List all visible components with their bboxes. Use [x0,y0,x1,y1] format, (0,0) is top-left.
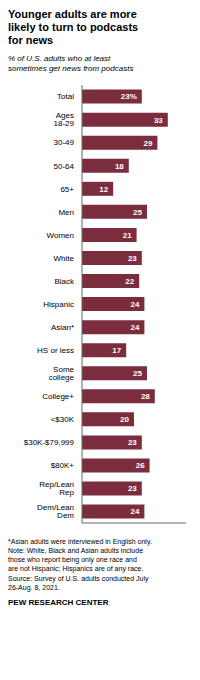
svg-text:21: 21 [123,231,132,240]
html-text:*Asian adults were interviewed: *Asian adults were interviewed in Englis… [8,538,152,591]
svg-text:28: 28 [141,392,150,401]
svg-text:25: 25 [133,208,142,217]
svg-text:Rep/LeanRep: Rep/LeanRep [39,480,74,497]
html-text:Younger adults are more likely: Younger adults are more likely to turn t… [8,8,139,47]
svg-text:33: 33 [154,116,163,125]
svg-text:23: 23 [128,485,137,494]
svg-text:17: 17 [112,346,121,355]
svg-text:20: 20 [120,415,129,424]
svg-text:18: 18 [115,162,124,171]
svg-text:Somecollege: Somecollege [49,365,75,382]
svg-text:Total: Total [57,93,74,102]
svg-text:24: 24 [130,300,139,309]
svg-text:25: 25 [133,369,142,378]
svg-text:Black: Black [54,277,75,286]
svg-text:23: 23 [128,438,137,447]
svg-text:23: 23 [128,254,137,263]
svg-text:22: 22 [125,277,134,286]
svg-text:23%: 23% [121,93,137,102]
svg-text:50-64: 50-64 [54,162,75,171]
svg-text:Men: Men [58,208,74,217]
svg-text:29: 29 [143,139,152,148]
svg-text:Asian*: Asian* [51,323,74,332]
svg-text:$30K-$79,999: $30K-$79,999 [24,438,75,447]
svg-text:White: White [54,254,75,263]
html-text:PEW RESEARCH CENTER: PEW RESEARCH CENTER [8,597,109,607]
svg-text:12: 12 [99,185,108,194]
html-text:% of U.S. adults who at least: % of U.S. adults who at least sometimes … [8,53,134,74]
svg-text:College+: College+ [42,392,74,401]
svg-text:24: 24 [130,323,139,332]
svg-text:Hispanic: Hispanic [43,300,74,309]
svg-text:24: 24 [130,508,139,517]
svg-text:HS or less: HS or less [37,346,74,355]
svg-text:26: 26 [136,461,145,470]
svg-text:Dem/LeanDem: Dem/LeanDem [37,503,74,520]
svg-text:$80K+: $80K+ [51,461,75,470]
svg-text:<$30K: <$30K [51,415,75,424]
svg-text:30-49: 30-49 [54,139,75,148]
svg-text:65+: 65+ [60,185,74,194]
svg-text:Ages18-29: Ages18-29 [54,112,75,129]
svg-text:Women: Women [47,231,74,240]
